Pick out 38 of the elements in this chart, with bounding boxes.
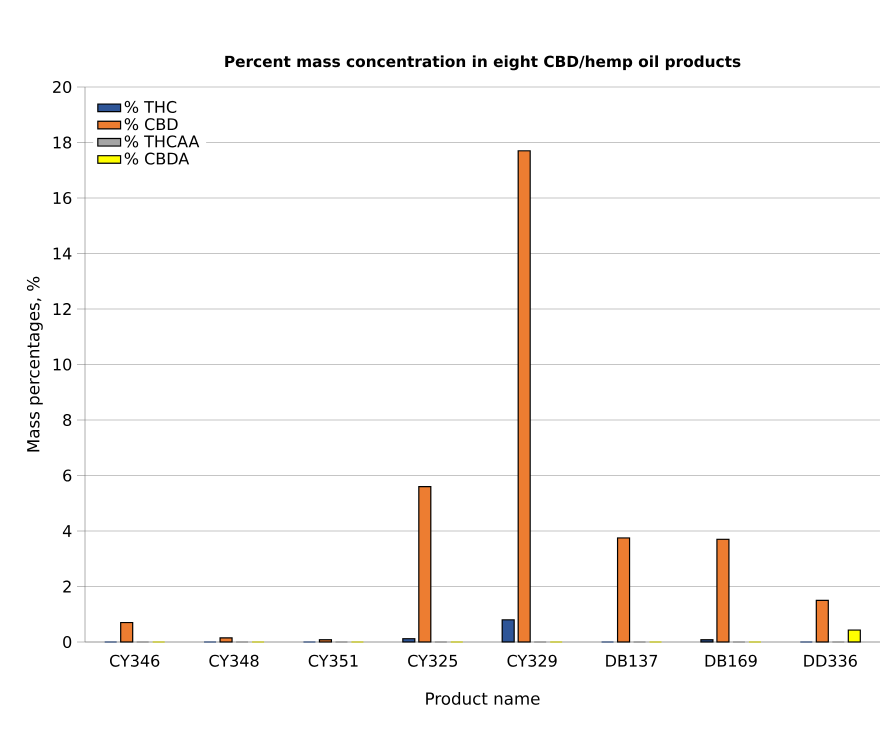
x-tick-label: CY351	[308, 654, 358, 667]
y-tick-label: 12	[54, 303, 71, 315]
y-tick-label: 10	[54, 358, 72, 371]
bar	[616, 537, 630, 643]
bar	[502, 619, 515, 643]
x-tick-label: CY325	[408, 654, 458, 667]
y-tick-label: 6	[63, 469, 72, 482]
bar	[848, 629, 861, 643]
chart-title: Percent mass concentration in eight CBD/hemp oil products	[225, 55, 740, 70]
x-tick-label: CY348	[209, 654, 259, 667]
x-tick-label: DB137	[606, 654, 658, 667]
x-tick-label: DD336	[804, 654, 857, 667]
bar	[816, 600, 829, 643]
y-tick-label: 20	[53, 80, 72, 94]
legend-label: % THCAA	[124, 135, 200, 148]
bar	[402, 638, 416, 643]
y-tick-label: 16	[54, 192, 72, 204]
y-axis-title: Mass percentages, %	[26, 276, 43, 452]
bar	[700, 639, 714, 643]
bar	[518, 150, 531, 643]
x-axis-title: Product name	[426, 692, 540, 705]
x-tick-label: DB169	[706, 654, 757, 667]
bar	[716, 538, 730, 643]
bar	[418, 486, 432, 643]
y-tick-label: 4	[62, 525, 72, 537]
legend-label: % CBDA	[124, 152, 190, 165]
x-tick-label: CY346	[110, 654, 160, 667]
y-tick-label: 8	[63, 414, 72, 426]
x-tick-label: CY329	[507, 654, 557, 667]
y-tick-label: 0	[63, 636, 72, 648]
y-tick-label: 2	[63, 580, 71, 592]
legend-label: % CBD	[124, 118, 178, 130]
y-tick-label: 18	[54, 136, 72, 149]
y-tick-label: 14	[54, 248, 72, 260]
legend-label: % THC	[124, 100, 176, 114]
bar	[219, 637, 233, 643]
bar	[318, 639, 332, 643]
bar	[120, 622, 134, 643]
